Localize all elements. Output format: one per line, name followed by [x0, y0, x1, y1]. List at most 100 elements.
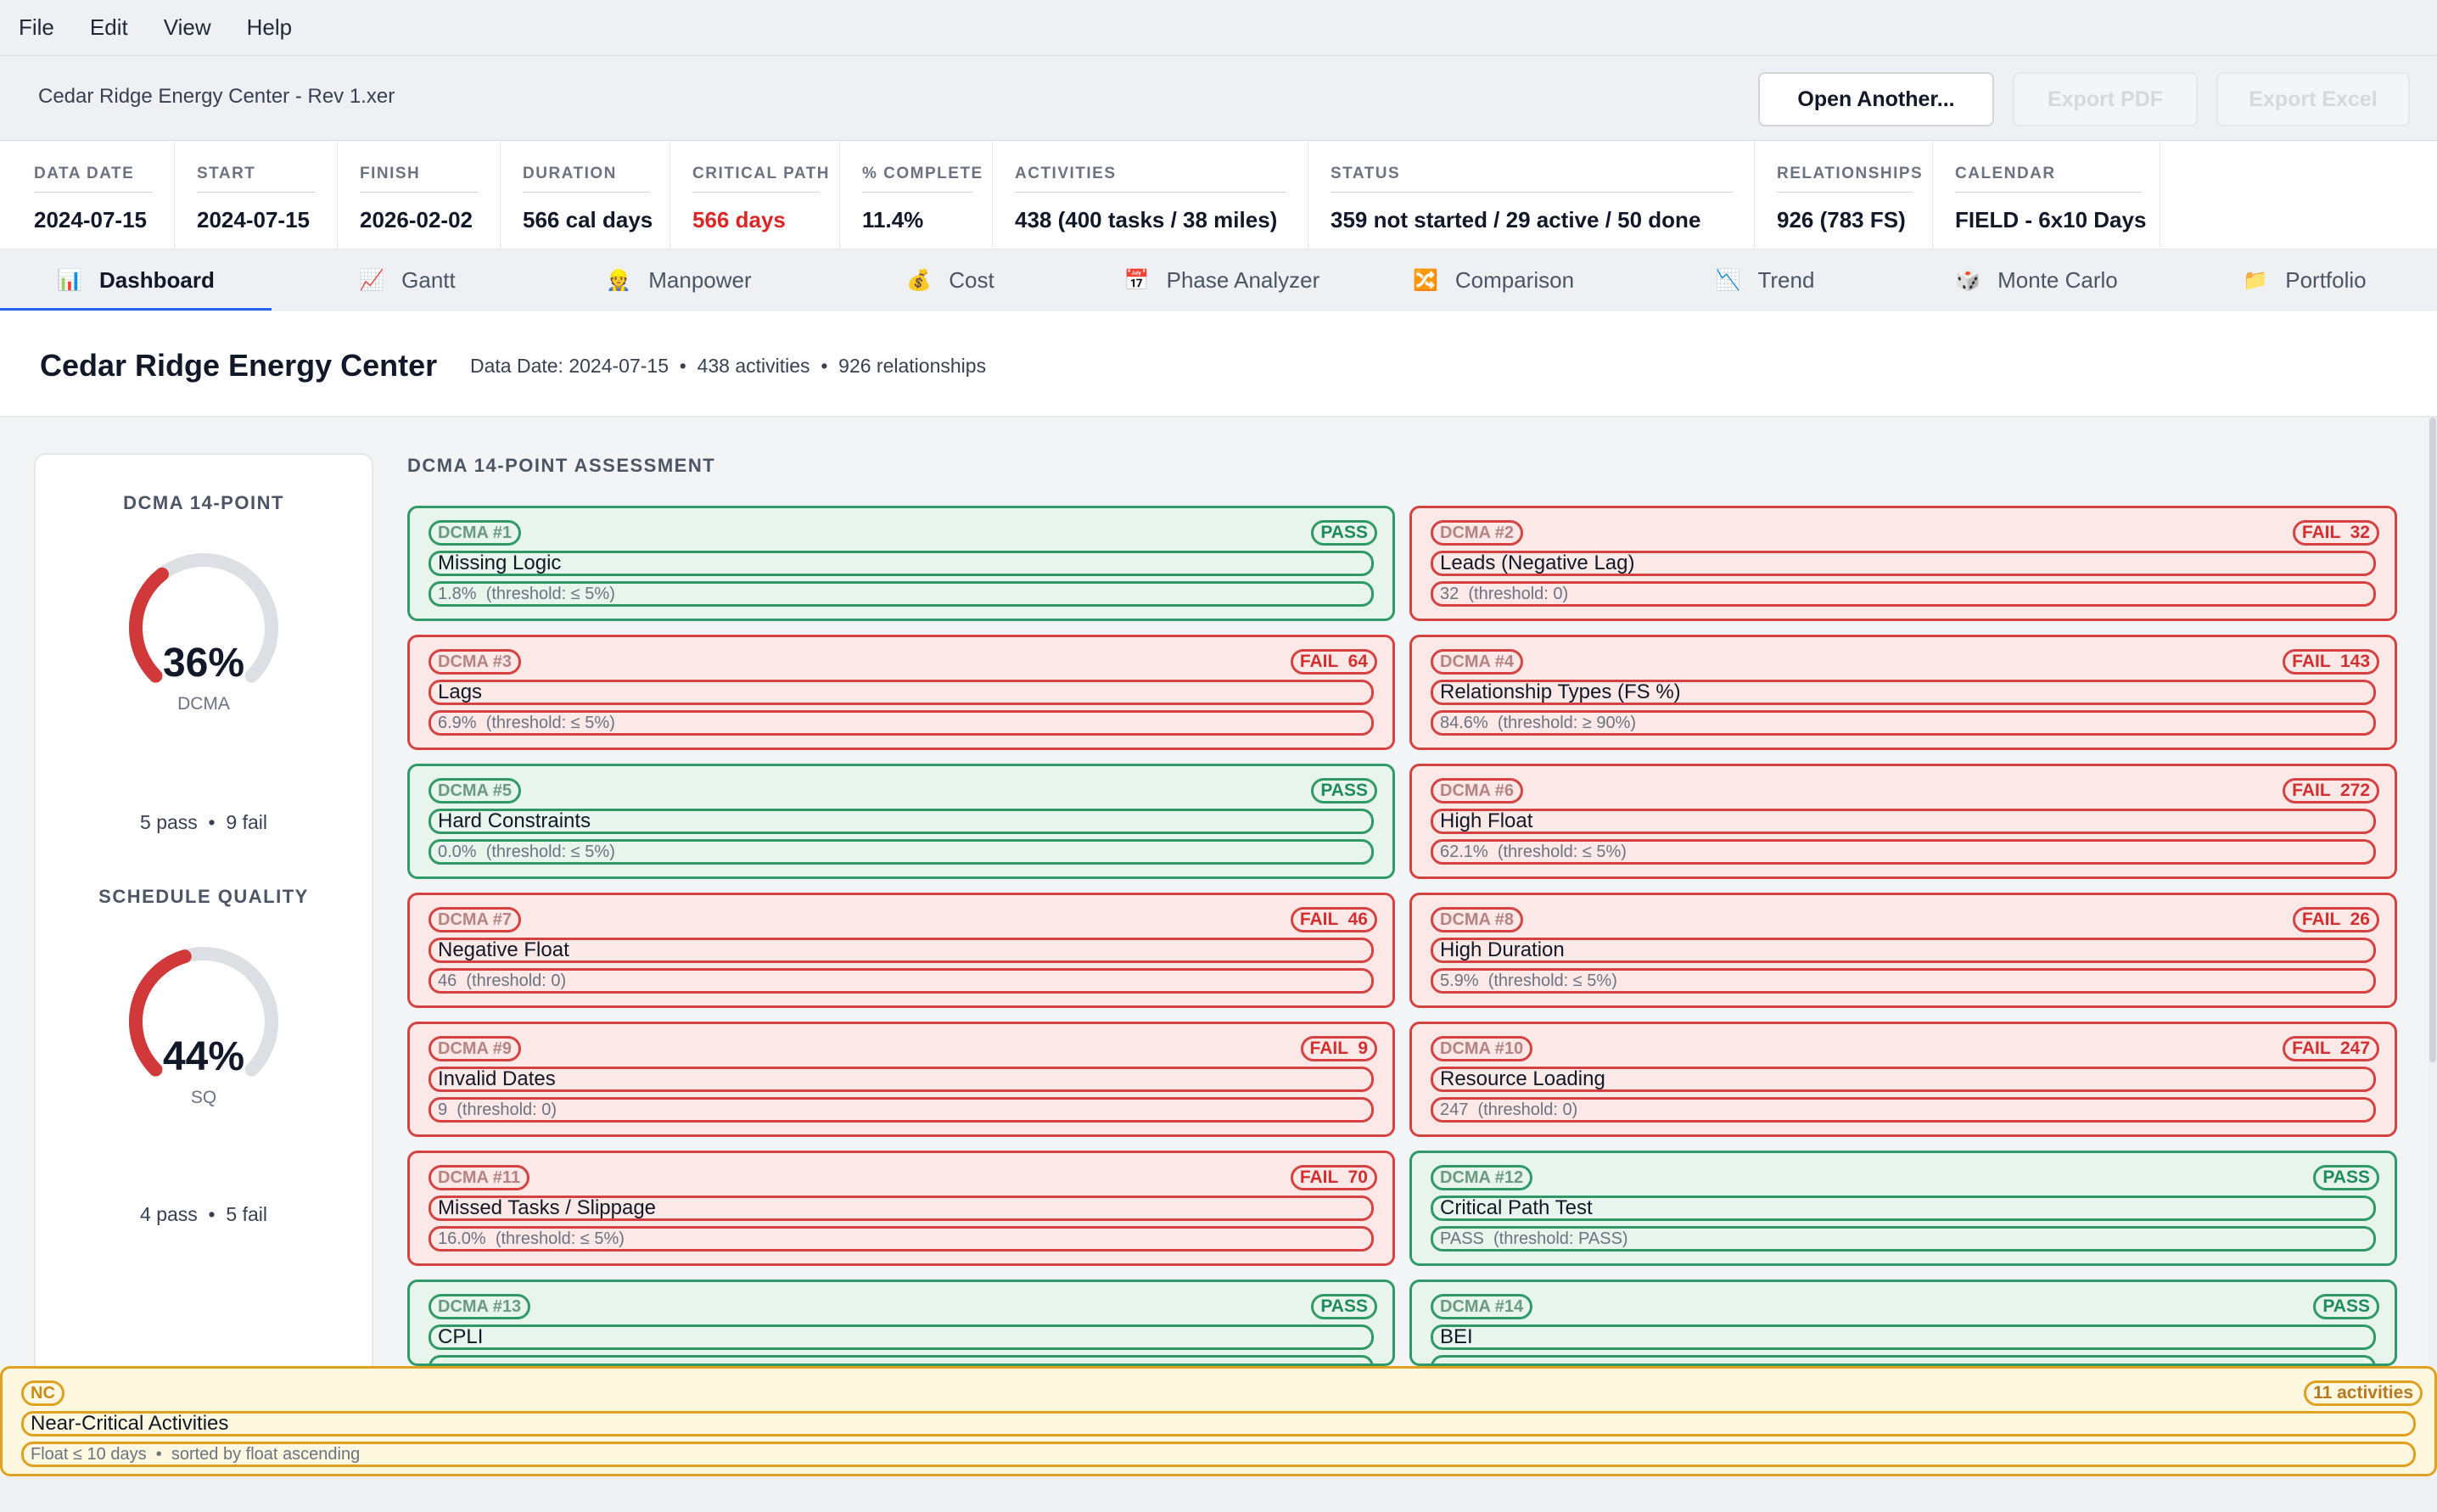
dcma-check-name: Invalid Dates — [429, 1067, 1374, 1092]
dcma-check-status-badge: FAIL 9 — [1300, 1036, 1377, 1061]
dcma-check-card[interactable]: DCMA #1 PASS Missing Logic 1.8% (threshold:… — [407, 506, 1395, 621]
dcma-check-card[interactable]: DCMA #4 FAIL 143 Relationship Types (FS %)… — [1409, 635, 2397, 750]
dcma-check-status-badge: PASS — [2313, 1165, 2379, 1190]
dcma-check-number: DCMA #8 — [1431, 907, 1524, 932]
file-toolbar: Cedar Ridge Energy Center - Rev 1.xer Op… — [0, 56, 2437, 141]
stat-value: 438 (400 tasks / 38 miles) — [1015, 207, 1278, 232]
menu-edit[interactable]: Edit — [89, 14, 128, 40]
sq-pass-fail: 4 pass • 5 fail — [140, 1203, 267, 1225]
sq-score-label: SQ — [190, 1088, 217, 1107]
file-name: Cedar Ridge Energy Center - Rev 1.xer — [38, 85, 395, 108]
folder-icon: 📁 — [2243, 268, 2269, 292]
trend-down-icon: 📉 — [1715, 268, 1741, 292]
dcma-check-card[interactable]: DCMA #14 PASS BEI — [1409, 1280, 2397, 1366]
dcma-check-name: Missed Tasks / Slippage — [429, 1196, 1374, 1221]
export-excel-button[interactable]: Export Excel — [2216, 72, 2410, 126]
dcma-check-card[interactable]: DCMA #5 PASS Hard Constraints 0.0% (thresho… — [407, 764, 1395, 879]
dcma-check-status-badge: PASS — [1311, 778, 1377, 804]
tab-comparison[interactable]: 🔀 Comparison — [1358, 249, 1629, 311]
dcma-check-card[interactable]: DCMA #11 FAIL 70 Missed Tasks / Slippage 16… — [407, 1151, 1395, 1266]
dcma-check-name: Hard Constraints — [429, 809, 1374, 834]
scrollbar-thumb[interactable] — [2429, 417, 2436, 1062]
tab-label: Gantt — [401, 266, 456, 293]
dcma-check-status-badge: FAIL 143 — [2283, 649, 2379, 675]
dcma-check-detail: 16.0% (threshold: ≤ 5%) — [429, 1226, 1374, 1252]
tab-cost[interactable]: 💰 Cost — [815, 249, 1086, 311]
dcma-check-card[interactable]: DCMA #8 FAIL 26 High Duration 5.9% (thresho… — [1409, 893, 2397, 1008]
nc-detail: Float ≤ 10 days • sorted by float ascend… — [21, 1442, 2416, 1467]
dcma-check-detail — [1431, 1355, 2376, 1364]
stat-duration: DURATION 566 cal days — [501, 141, 670, 249]
dcma-check-card[interactable]: DCMA #9 FAIL 9 Invalid Dates 9 (threshold: … — [407, 1022, 1395, 1137]
tab-label: Cost — [949, 266, 994, 293]
stat-label: DURATION — [523, 165, 617, 182]
dcma-check-number: DCMA #3 — [429, 649, 522, 675]
gauge-fill — [129, 567, 169, 683]
dcma-check-status-badge: PASS — [1311, 520, 1377, 546]
tab-manpower[interactable]: 👷 Manpower — [543, 249, 815, 311]
tab-dashboard[interactable]: 📊 Dashboard — [0, 249, 272, 312]
dcma-check-status-badge: PASS — [2313, 1294, 2379, 1319]
page-title: Cedar Ridge Energy Center — [40, 348, 438, 383]
dcma-check-name: Critical Path Test — [1431, 1196, 2376, 1221]
dcma-check-detail: 6.9% (threshold: ≤ 5%) — [429, 710, 1374, 736]
stat-critical-path: CRITICAL PATH 566 days — [670, 141, 840, 249]
nc-tag: NC — [21, 1380, 64, 1406]
dcma-check-detail: 0.0% (threshold: ≤ 5%) — [429, 839, 1374, 865]
stat-value: 926 (783 FS) — [1777, 207, 1906, 232]
export-pdf-button[interactable]: Export PDF — [2013, 72, 2198, 126]
dcma-check-name: CPLI — [429, 1324, 1374, 1350]
dcma-check-card[interactable]: DCMA #13 PASS CPLI — [407, 1280, 1395, 1366]
menu-view[interactable]: View — [163, 14, 211, 40]
dcma-check-number: DCMA #2 — [1431, 520, 1524, 546]
menu-file[interactable]: File — [19, 14, 54, 40]
dcma-check-card[interactable]: DCMA #7 FAIL 46 Negative Float 46 (threshol… — [407, 893, 1395, 1008]
menu-help[interactable]: Help — [246, 14, 293, 40]
sq-score-value: 44% — [162, 1034, 245, 1079]
bar-chart-icon: 📊 — [57, 268, 83, 292]
stat-value: 566 cal days — [523, 207, 653, 232]
dcma-check-card[interactable]: DCMA #3 FAIL 64 Lags 6.9% (threshold: ≤ 5%) — [407, 635, 1395, 750]
dcma-score-label: DCMA — [177, 694, 230, 714]
shuffle-icon: 🔀 — [1412, 268, 1438, 292]
calendar-icon: 📅 — [1123, 268, 1150, 292]
gauge-fill — [129, 949, 192, 1077]
stat-label: START — [197, 165, 256, 182]
dcma-check-card[interactable]: DCMA #2 FAIL 32 Leads (Negative Lag) 32 (th… — [1409, 506, 2397, 621]
sq-gauge-title: SCHEDULE QUALITY — [98, 886, 309, 907]
dcma-check-card[interactable]: DCMA #10 FAIL 247 Resource Loading 247 (thr… — [1409, 1022, 2397, 1137]
tab-monte-carlo[interactable]: 🎲 Monte Carlo — [1901, 249, 2172, 311]
dcma-pass-fail: 5 pass • 9 fail — [140, 811, 267, 833]
page-meta: Data Date: 2024-07-15 • 438 activities •… — [470, 355, 987, 377]
dashboard-header: Cedar Ridge Energy Center Data Date: 202… — [0, 311, 2437, 417]
assessment-title: DCMA 14-POINT ASSESSMENT — [407, 455, 716, 476]
dcma-check-name: Resource Loading — [1431, 1067, 2376, 1092]
line-chart-icon: 📈 — [359, 268, 385, 292]
dcma-check-number: DCMA #14 — [1431, 1294, 1533, 1319]
stat-label: RELATIONSHIPS — [1777, 165, 1924, 182]
open-another-button[interactable]: Open Another... — [1758, 72, 1994, 126]
dcma-check-card[interactable]: DCMA #12 PASS Critical Path Test PASS (thre… — [1409, 1151, 2397, 1266]
stat-label: ACTIVITIES — [1015, 165, 1117, 182]
main-tabs: 📊 Dashboard 📈 Gantt 👷 Manpower 💰 Cost 📅 … — [0, 249, 2437, 312]
tab-portfolio[interactable]: 📁 Portfolio — [2172, 249, 2437, 311]
stat-value: FIELD - 6x10 Days — [1955, 207, 2147, 232]
dcma-check-detail: 84.6% (threshold: ≥ 90%) — [1431, 710, 2376, 736]
money-bag-icon: 💰 — [906, 268, 933, 292]
tab-gantt[interactable]: 📈 Gantt — [272, 249, 543, 311]
dcma-check-name: Leads (Negative Lag) — [1431, 551, 2376, 576]
dcma-check-card[interactable]: DCMA #6 FAIL 272 High Float 62.1% (threshol… — [1409, 764, 2397, 879]
stat-start: START 2024-07-15 — [175, 141, 338, 249]
stat-data-date: DATA DATE 2024-07-15 — [0, 141, 175, 249]
tab-trend[interactable]: 📉 Trend — [1629, 249, 1901, 311]
dcma-check-detail: 46 (threshold: 0) — [429, 968, 1374, 994]
stat-value: 2024-07-15 — [197, 207, 310, 232]
dcma-gauge-title: DCMA 14-POINT — [123, 492, 284, 513]
stat-label: FINISH — [360, 165, 421, 182]
tab-label: Dashboard — [99, 266, 215, 293]
dcma-check-name: Negative Float — [429, 938, 1374, 963]
dcma-check-status-badge: PASS — [1311, 1294, 1377, 1319]
stat-label: STATUS — [1331, 165, 1401, 182]
near-critical-panel[interactable]: NC 11 activities Near-Critical Activitie… — [0, 1366, 2437, 1476]
tab-phase-analyzer[interactable]: 📅 Phase Analyzer — [1086, 249, 1358, 311]
